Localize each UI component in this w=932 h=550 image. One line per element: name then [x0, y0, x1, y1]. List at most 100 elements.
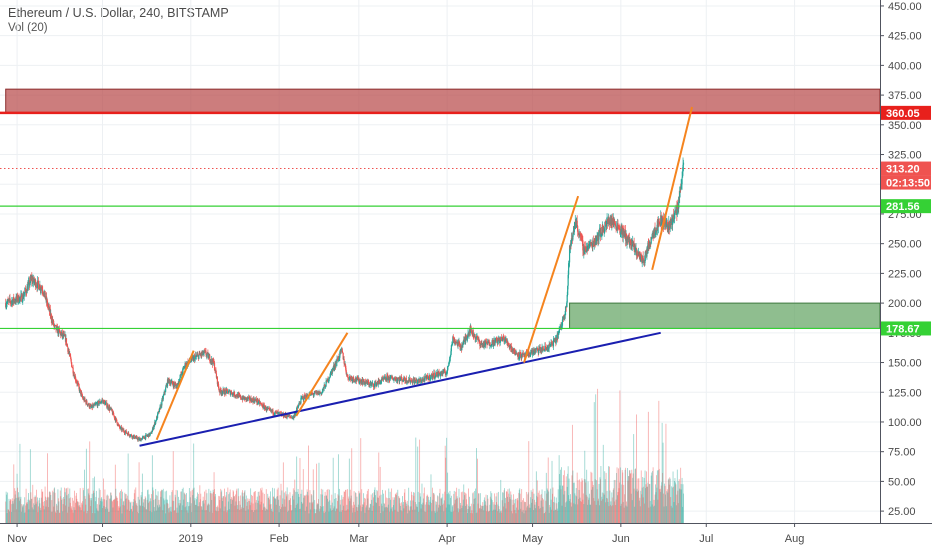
candle-body: [460, 345, 462, 349]
volume-bar: [375, 502, 377, 523]
volume-bar: [665, 423, 667, 523]
candle-body: [599, 228, 602, 237]
volume-bar: [616, 467, 618, 523]
volume-bar: [434, 512, 436, 523]
volume-bar: [348, 458, 350, 523]
volume-bar: [361, 506, 363, 523]
volume-bar: [298, 493, 300, 523]
volume-bar: [496, 511, 498, 523]
candle-body: [270, 409, 272, 412]
volume-bar: [367, 488, 369, 523]
volume-bar: [171, 491, 173, 523]
candle-body: [372, 383, 374, 385]
volume-bar: [178, 503, 180, 523]
volume-bar: [294, 479, 296, 523]
volume-bar: [314, 500, 316, 523]
candle-body: [17, 300, 19, 302]
candle-body: [419, 380, 421, 382]
volume-bar: [592, 487, 594, 523]
candle-body: [587, 245, 589, 250]
volume-bar: [405, 502, 407, 523]
volume-bar: [445, 457, 447, 523]
candle-body: [661, 222, 663, 225]
volume-bar: [86, 510, 88, 523]
volume-bar: [645, 484, 647, 523]
volume-bar: [25, 505, 27, 523]
volume-bar: [456, 496, 458, 523]
volume-bar: [232, 490, 234, 523]
volume-bar: [560, 469, 562, 523]
candle-body: [235, 394, 237, 397]
volume-bar: [670, 497, 672, 523]
volume-bar: [204, 510, 206, 523]
volume-bar: [103, 478, 104, 523]
volume-bar: [511, 499, 513, 523]
volume-bar: [510, 494, 512, 523]
candle-body: [153, 426, 155, 430]
volume-bar: [672, 471, 674, 523]
candle-body: [400, 377, 403, 379]
volume-bar: [36, 501, 38, 523]
candle-body: [38, 289, 40, 291]
volume-bar: [322, 489, 324, 523]
volume-bar: [544, 511, 546, 523]
candle-body: [203, 350, 205, 354]
volume-bar: [304, 495, 306, 523]
candle-body: [355, 378, 357, 381]
volume-bar: [451, 511, 453, 523]
volume-bar: [290, 498, 291, 523]
candle-body: [345, 372, 348, 375]
volume-bar: [322, 506, 324, 523]
volume-bar: [105, 500, 107, 523]
volume-bar: [640, 470, 642, 523]
volume-bar: [200, 506, 202, 523]
candle-body: [474, 334, 476, 339]
candle-body: [577, 231, 579, 234]
volume-bar: [140, 506, 141, 523]
candle-body: [185, 365, 187, 367]
candle-body: [328, 378, 330, 381]
volume-bar: [216, 505, 218, 523]
volume-bar: [677, 503, 679, 523]
volume-bar: [656, 487, 658, 523]
candle-body: [289, 415, 291, 417]
volume-bar: [201, 506, 203, 523]
volume-bar: [346, 489, 348, 523]
volume-bar: [226, 510, 228, 523]
volume-bar: [413, 495, 415, 523]
volume-bar: [511, 511, 513, 523]
volume-bar: [300, 493, 302, 523]
volume-bar: [386, 507, 388, 523]
volume-bar: [315, 513, 317, 523]
volume-bar: [559, 474, 561, 523]
volume-bar: [349, 489, 351, 523]
volume-bar: [129, 510, 131, 523]
volume-bar: [266, 509, 268, 523]
volume-bar: [181, 488, 183, 523]
volume-bar: [88, 495, 90, 523]
candle-body: [6, 304, 8, 306]
candle-body: [334, 367, 336, 369]
volume-bar: [59, 490, 61, 523]
volume-bar: [429, 501, 431, 523]
candle-body: [389, 380, 391, 381]
volume-bar: [345, 489, 346, 523]
volume-bar: [154, 511, 156, 523]
volume-bar: [196, 499, 197, 523]
volume-bar: [485, 494, 487, 523]
candle-body: [332, 369, 334, 371]
candle-body: [369, 383, 371, 386]
candle-body: [274, 413, 276, 415]
volume-bar: [330, 505, 332, 523]
volume-bar: [599, 479, 601, 523]
candle-body: [134, 438, 136, 440]
candle-body: [680, 185, 682, 189]
candle-body: [588, 243, 591, 246]
volume-bar: [554, 502, 556, 523]
volume-bar: [419, 493, 421, 523]
volume-bar: [288, 500, 290, 523]
candle-body: [495, 338, 498, 341]
candle-body: [604, 222, 606, 228]
candle-body: [69, 353, 71, 357]
